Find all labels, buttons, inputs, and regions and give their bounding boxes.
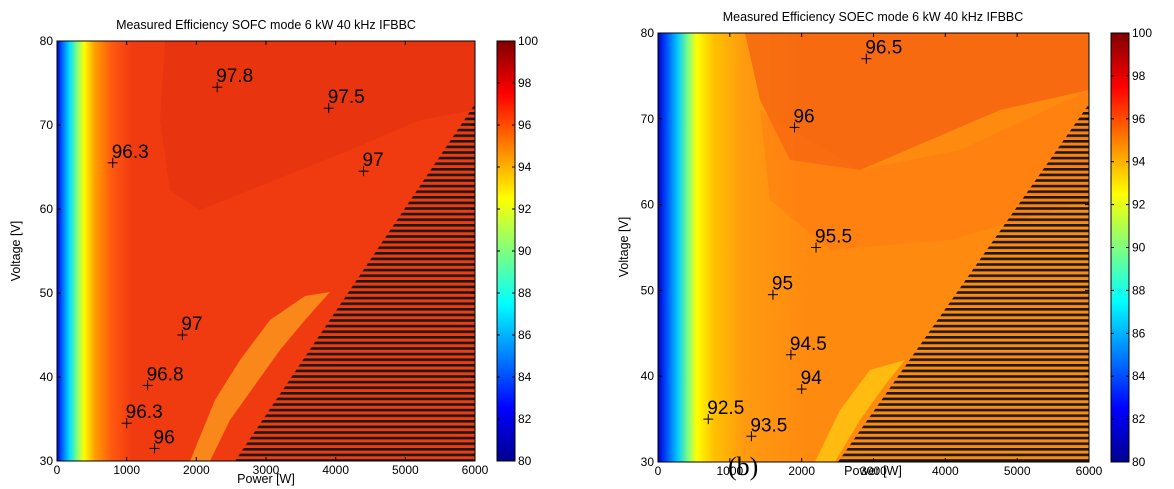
colorbar-ticks: 80 82 84 86 88 90 92 94 96 98 100: [497, 34, 538, 468]
data-point-label: 94.5: [790, 334, 827, 355]
data-point-label: 96: [793, 106, 814, 127]
heatmap-region-yellow: [815, 360, 905, 462]
colorbar-tick-label: 92: [518, 202, 532, 216]
data-point-label: 93.5: [750, 415, 787, 436]
data-point-label: 92.5: [707, 398, 744, 419]
chart-title: Measured Efficiency SOEC mode 6 kW 40 kH…: [723, 10, 1024, 24]
x-tick-label: 6000: [1076, 464, 1103, 478]
colorbar-tick-label: 82: [1132, 412, 1146, 426]
colorbar-tick-label: 100: [1132, 26, 1152, 40]
colorbar-tick-label: 94: [1132, 155, 1146, 169]
y-axis: 30 40 50 60 70 80: [641, 26, 1089, 469]
colorbar-tick-label: 98: [1132, 69, 1146, 83]
data-points: 96.5 96 95.5 95 94.5 94 92.5 93.5: [703, 38, 902, 442]
x-tick-label: 4000: [322, 463, 349, 477]
hatched-region: [235, 104, 475, 461]
chart-soec: Measured Efficiency SOEC mode 6 kW 40 kH…: [617, 10, 1152, 478]
colorbar-tick-label: 90: [1132, 241, 1146, 255]
data-point-label: 94: [801, 368, 823, 389]
data-point-label: 97.5: [328, 87, 365, 108]
y-tick-label: 60: [641, 198, 655, 212]
colorbar-tick-label: 92: [1132, 198, 1146, 212]
y-tick-label: 40: [641, 369, 655, 383]
heatmap-region-high: [160, 41, 475, 210]
colorbar-tick-label: 80: [518, 454, 532, 468]
data-point-label: 96.8: [147, 364, 184, 385]
colorbar-tick-label: 100: [518, 34, 538, 48]
colorbar-tick-label: 94: [518, 160, 532, 174]
data-point-label: 97.8: [216, 66, 253, 87]
data-points: 97.8 97.5 96.3 97 97 96.8 96.3 96: [107, 66, 384, 454]
y-tick-label: 60: [40, 202, 54, 216]
x-tick-label: 1000: [716, 464, 743, 478]
colorbar-tick-label: 98: [518, 76, 532, 90]
colorbar-tick-label: 88: [518, 286, 532, 300]
colorbar-tick-label: 86: [1132, 326, 1146, 340]
colorbar-tick-label: 82: [518, 412, 532, 426]
x-tick-label: 6000: [462, 463, 489, 477]
y-axis-label: Voltage [V]: [9, 221, 23, 281]
data-point-label: 95: [772, 274, 793, 295]
x-tick-label: 3000: [860, 464, 887, 478]
x-tick-label: 0: [54, 463, 61, 477]
figure-caption: (b): [728, 452, 759, 481]
y-tick-label: 70: [40, 118, 54, 132]
y-tick-label: 50: [641, 283, 655, 297]
x-tick-label: 3000: [253, 463, 280, 477]
y-axis: 30 40 50 60 70 80: [40, 34, 475, 468]
chart-title: Measured Efficiency SOFC mode 6 kW 40 kH…: [116, 18, 416, 32]
colorbar-tick-label: 84: [518, 370, 532, 384]
data-point-label: 97: [181, 314, 202, 335]
x-axis: 0 1000 2000 3000 4000 5000 6000: [655, 33, 1103, 478]
x-axis-label: Power [W]: [237, 472, 295, 486]
x-axis-label: Power [W]: [844, 464, 902, 478]
colorbar-tick-label: 86: [518, 328, 532, 342]
colorbar-tick-label: 90: [518, 244, 532, 258]
colorbar-ticks: 80 82 84 86 88 90 92 94 96 98 100: [1111, 26, 1152, 469]
y-tick-label: 70: [641, 112, 655, 126]
chart-sofc: Measured Efficiency SOFC mode 6 kW 40 kH…: [9, 18, 538, 486]
data-point-label: 97: [363, 150, 384, 171]
data-point-label: 96.5: [865, 38, 902, 59]
y-tick-label: 80: [40, 34, 54, 48]
x-tick-label: 4000: [932, 464, 959, 478]
colorbar-tick-label: 88: [1132, 283, 1146, 297]
hatched-region: [838, 104, 1089, 462]
heatmap-region-mid: [760, 90, 1089, 250]
y-tick-label: 80: [641, 26, 655, 40]
colorbar-tick-label: 96: [518, 118, 532, 132]
y-tick-label: 50: [40, 286, 54, 300]
y-axis-label: Voltage [V]: [617, 217, 631, 277]
heatmap-region-yellow: [190, 292, 330, 461]
x-tick-label: 2000: [183, 463, 210, 477]
x-axis: 0 1000 2000 3000 4000 5000 6000: [54, 41, 489, 477]
x-tick-label: 0: [655, 464, 662, 478]
colorbar-tick-label: 80: [1132, 455, 1146, 469]
data-point-label: 96.3: [126, 402, 163, 423]
x-tick-label: 2000: [788, 464, 815, 478]
y-tick-label: 40: [40, 370, 54, 384]
data-point-label: 95.5: [815, 227, 852, 248]
colorbar-tick-label: 96: [1132, 112, 1146, 126]
data-point-label: 96: [154, 427, 175, 448]
y-tick-label: 30: [641, 455, 655, 469]
colorbar-tick-label: 84: [1132, 369, 1146, 383]
y-tick-label: 30: [40, 454, 54, 468]
x-tick-label: 5000: [392, 463, 419, 477]
x-tick-label: 5000: [1004, 464, 1031, 478]
heatmap-region-upper: [745, 33, 1089, 170]
x-tick-label: 1000: [113, 463, 140, 477]
data-point-label: 96.3: [112, 142, 149, 163]
